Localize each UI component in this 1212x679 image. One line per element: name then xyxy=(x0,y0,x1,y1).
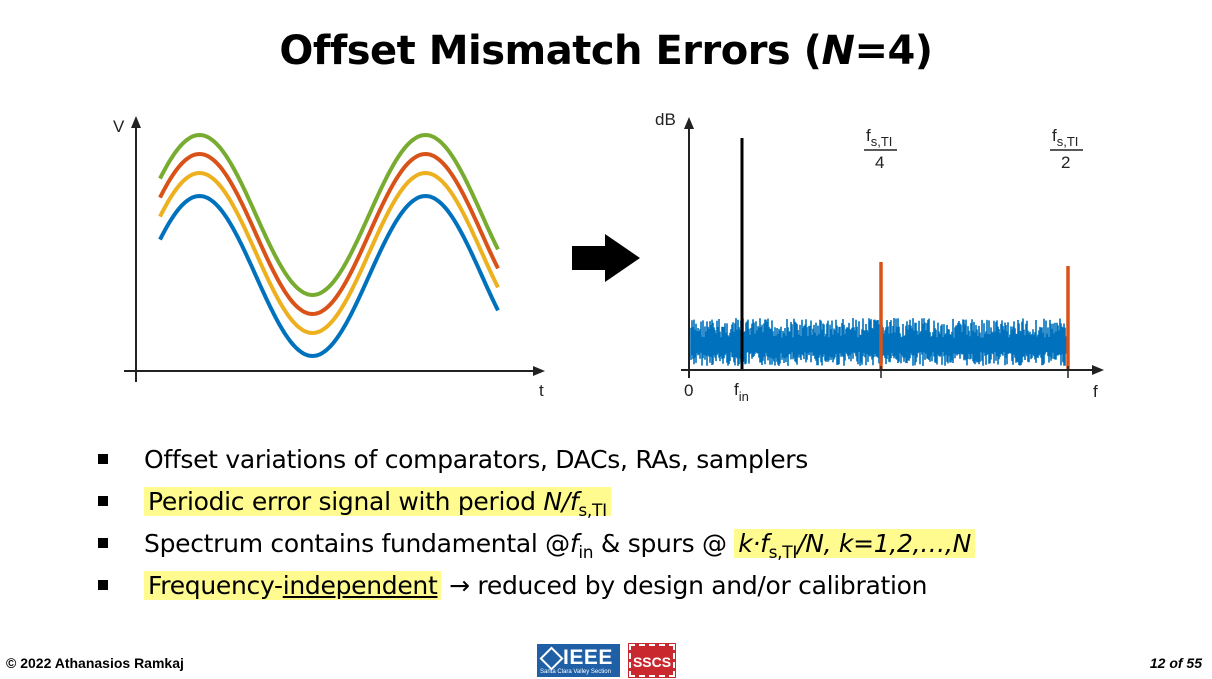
spectrum-plot: dB f 0 fin fs,TI 4 fs,TI 2 xyxy=(655,110,1104,404)
bullet-list: Offset variations of comparators, DACs, … xyxy=(98,440,975,608)
time-domain-plot: V t xyxy=(113,116,545,400)
spectrum-x-axis-arrow xyxy=(1092,365,1104,375)
time-y-label: V xyxy=(113,117,125,136)
noise-trace xyxy=(690,318,1067,366)
bullet-square-icon xyxy=(98,580,108,590)
transform-arrow-icon xyxy=(572,234,640,282)
highlight: k·fs,TI/N, k=1,2,…,N xyxy=(734,529,975,563)
bullet-item: Offset variations of comparators, DACs, … xyxy=(98,440,975,482)
zero-label: 0 xyxy=(684,381,693,400)
spectrum-y-label: dB xyxy=(655,110,676,129)
bullet-square-icon xyxy=(98,454,108,464)
right-arrow-icon: → xyxy=(449,571,470,600)
sine-wave xyxy=(158,193,500,359)
fs-half-denominator: 2 xyxy=(1061,153,1070,172)
sine-wave xyxy=(158,132,500,298)
ieee-logo: IEEE Santa Clara Valley Section xyxy=(537,644,620,677)
highlight: Periodic error signal with period N/fs,T… xyxy=(144,487,611,521)
slide-title: Offset Mismatch Errors (N=4) xyxy=(279,28,933,74)
fin-label: fin xyxy=(734,380,749,404)
time-y-axis-arrow xyxy=(131,116,141,128)
spectrum-y-axis-arrow xyxy=(684,117,694,129)
waveforms xyxy=(158,132,500,359)
sine-wave xyxy=(158,151,500,317)
time-x-label: t xyxy=(539,381,544,400)
page-number: 12 of 55 xyxy=(1149,655,1202,671)
bullet-item: Frequency-independent → reduced by desig… xyxy=(98,566,975,608)
noise-floor xyxy=(690,318,1067,366)
bullet-square-icon xyxy=(98,538,108,548)
fs-quarter-denominator: 4 xyxy=(875,153,884,172)
bullet-square-icon xyxy=(98,496,108,506)
sine-wave xyxy=(158,170,500,336)
ieee-diamond-icon xyxy=(539,646,564,671)
copyright: © 2022 Athanasios Ramkaj xyxy=(6,655,184,671)
sscs-logo: SSCS xyxy=(628,643,676,678)
time-x-axis-arrow xyxy=(533,366,545,376)
bullet-item: Spectrum contains fundamental @fin & spu… xyxy=(98,524,975,566)
highlight: Frequency-independent xyxy=(144,571,442,600)
fs-half-numerator: fs,TI xyxy=(1052,126,1078,149)
spectrum-x-label: f xyxy=(1093,382,1098,401)
bullet-item: Periodic error signal with period N/fs,T… xyxy=(98,482,975,524)
figure-area: V t dB f 0 fin fs,TI 4 fs,TI 2 xyxy=(113,110,1104,404)
fs-quarter-numerator: fs,TI xyxy=(866,126,892,149)
